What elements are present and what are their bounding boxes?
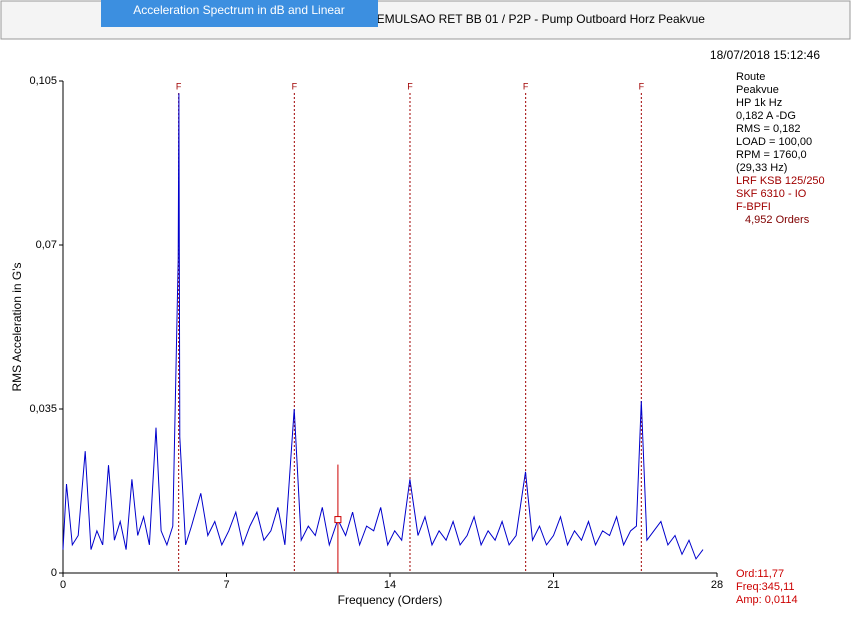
y-tick-label: 0,07 [36,239,57,251]
tab-title[interactable]: Acceleration Spectrum in dB and Linear [133,3,344,17]
x-tick-label: 14 [384,579,396,591]
tab[interactable] [101,0,378,27]
x-axis-label: Frequency (Orders) [338,593,443,607]
info-line: RPM = 1760,0 [736,149,807,161]
info-line: HP 1k Hz [736,97,782,109]
info-line: RMS = 0,182 [736,123,801,135]
timestamp: 18/07/2018 15:12:46 [710,48,820,62]
fault-info: SKF 6310 - IO [736,188,807,200]
fault-label: F [523,81,529,91]
info-line: 0,182 A -DG [736,110,796,122]
cursor-label: Amp: 0,0114 [736,594,798,606]
y-tick-label: 0,105 [29,75,57,87]
y-tick-label: 0 [51,567,57,579]
fault-label: F [292,81,298,91]
y-axis-label: RMS Acceleration in G's [10,262,24,391]
fault-label: F [176,81,182,91]
x-tick-label: 0 [60,579,66,591]
info-line: (29,33 Hz) [736,162,787,174]
info-line: Peakvue [736,84,779,96]
y-tick-label: 0,035 [29,403,57,415]
fault-info: F-BPFI [736,201,771,213]
x-tick-label: 28 [711,579,723,591]
cursor-label: Freq:345,11 [736,581,795,593]
cursor-label: Ord:11,77 [736,568,784,580]
info-line: Route [736,71,765,83]
fault-orders: 4,952 Orders [745,214,810,226]
spectrum-line [62,93,704,560]
info-line: LOAD = 100,00 [736,136,812,148]
x-tick-label: 7 [223,579,229,591]
fault-label: F [407,81,413,91]
fault-label: F [639,81,645,91]
cursor-marker [334,516,342,524]
x-tick-label: 21 [547,579,559,591]
fault-info: LRF KSB 125/250 [736,175,825,187]
